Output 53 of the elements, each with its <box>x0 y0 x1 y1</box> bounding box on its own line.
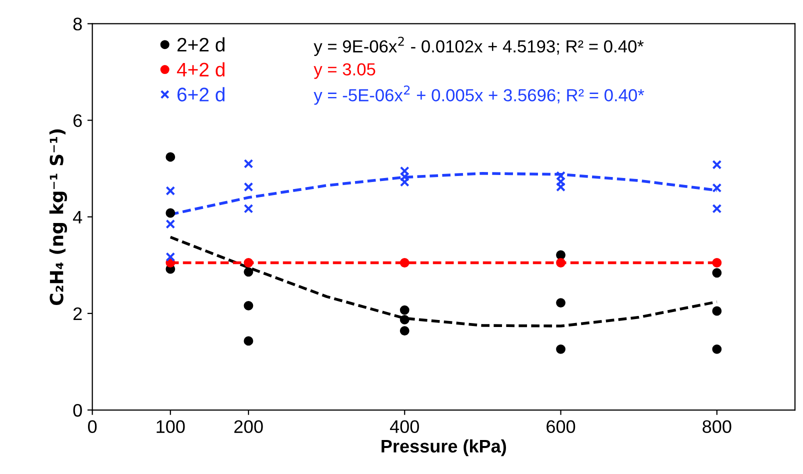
x-tick-label: 200 <box>234 420 263 433</box>
legend-label: 6+2 d <box>178 87 224 102</box>
y-tick-label: 2 <box>73 307 82 320</box>
x-tick-label: 100 <box>156 420 185 433</box>
annotation: y = 9E-06x$^{2}$ - 0.0102x + 4.5193; R² = 0.40* <box>314 36 644 56</box>
point <box>244 267 254 277</box>
point <box>712 306 722 316</box>
point <box>712 160 722 170</box>
point <box>712 183 722 193</box>
point <box>400 314 410 324</box>
point <box>556 171 566 181</box>
point <box>166 252 176 262</box>
point <box>166 152 176 162</box>
x-tick-label: 800 <box>702 420 732 433</box>
point <box>556 176 566 186</box>
y-tick-label: 8 <box>73 18 82 30</box>
point <box>556 182 566 192</box>
point <box>244 182 254 192</box>
point <box>400 166 410 176</box>
point <box>244 204 254 214</box>
point <box>712 204 722 214</box>
x-tick-label: 0 <box>88 420 97 433</box>
point <box>400 305 410 315</box>
point <box>244 336 254 346</box>
point <box>400 172 410 182</box>
point <box>166 219 176 229</box>
x-tick-label: 400 <box>390 420 419 433</box>
point <box>400 326 410 336</box>
y-axis-title: C₂H₄ (ng kg⁻¹ S⁻¹) <box>49 129 68 306</box>
point <box>556 344 566 354</box>
line-series <box>169 236 718 328</box>
point <box>712 258 722 268</box>
x-axis-title: Pressure (kPa) <box>382 439 506 456</box>
x-tick-label: 600 <box>546 420 576 433</box>
point <box>244 300 254 310</box>
point <box>400 177 410 187</box>
point <box>556 258 566 268</box>
point <box>166 208 176 218</box>
point <box>244 258 254 268</box>
annotation: y = -5E-06x$^{2}$ + 0.005x + 3.5696; R² = 0.40* <box>314 86 644 105</box>
y-tick-label: 4 <box>72 210 82 224</box>
y-tick-label: 0 <box>73 404 82 417</box>
annotation: y = 3.05 <box>314 63 376 79</box>
point <box>712 268 722 278</box>
legend-label: 4+2 d <box>176 62 224 77</box>
point <box>244 159 254 168</box>
point <box>712 344 722 354</box>
point <box>556 298 566 308</box>
point <box>556 250 566 260</box>
legend-label: 2+2 d <box>178 37 224 52</box>
point <box>166 186 176 196</box>
point <box>400 258 410 268</box>
y-tick-label: 6 <box>74 114 82 127</box>
